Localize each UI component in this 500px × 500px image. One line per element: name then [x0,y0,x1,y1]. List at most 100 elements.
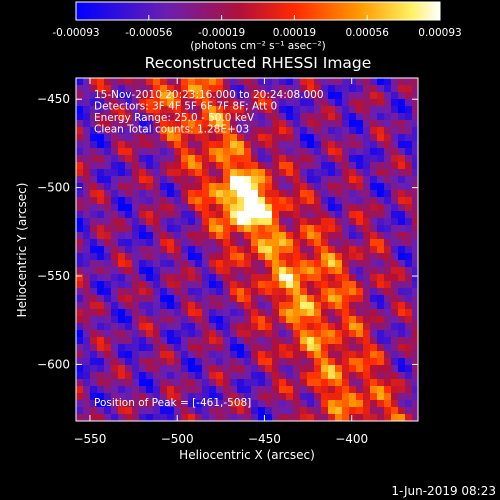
heatmap-cell [223,232,231,240]
heatmap-cell [384,379,392,387]
heatmap-cell [265,141,273,149]
heatmap-cell [118,106,126,114]
heatmap-cell [272,295,280,303]
heatmap-cell [118,190,126,198]
heatmap-cell [90,288,98,296]
heatmap-cell [300,344,308,352]
heatmap-cell [230,99,238,107]
heatmap-cell [104,281,112,289]
heatmap-cell [363,99,371,107]
heatmap-cell [398,155,406,163]
heatmap-cell [90,407,98,415]
heatmap-cell [307,330,315,338]
heatmap-cell [167,169,175,177]
heatmap-cell [405,176,413,184]
heatmap-cell [230,183,238,191]
heatmap-cell [356,176,364,184]
heatmap-cell [251,239,259,247]
heatmap-cell [216,267,224,275]
heatmap-cell [118,288,126,296]
heatmap-cell [293,295,301,303]
heatmap-cell [377,239,385,247]
heatmap-cell [363,106,371,114]
heatmap-cell [391,183,399,191]
heatmap-cell [307,274,315,282]
heatmap-cell [405,253,413,261]
heatmap-cell [153,260,161,268]
heatmap-cell [405,134,413,142]
heatmap-cell [384,78,392,86]
heatmap-cell [286,323,294,331]
heatmap-cell [314,169,322,177]
heatmap-cell [90,78,98,86]
heatmap-cell [321,379,329,387]
heatmap-cell [391,379,399,387]
heatmap-cell [328,204,336,212]
heatmap-cell [230,323,238,331]
heatmap-cell [391,316,399,324]
heatmap-cell [209,393,217,401]
heatmap-cell [300,274,308,282]
heatmap-cell [300,281,308,289]
heatmap-cell [300,323,308,331]
heatmap-cell [251,148,259,156]
heatmap-cell [321,393,329,401]
heatmap-cell [251,246,259,254]
heatmap-cell [363,358,371,366]
heatmap-cell [181,204,189,212]
heatmap-cell [412,393,418,401]
heatmap-cell [265,92,273,100]
heatmap-cell [244,113,252,121]
heatmap-cell [167,267,175,275]
heatmap-cell [111,141,119,149]
heatmap-cell [223,225,231,233]
heatmap-cell [272,162,280,170]
heatmap-cell [118,386,126,394]
heatmap-cell [384,407,392,415]
heatmap-cell [300,211,308,219]
heatmap-cell [174,155,182,163]
heatmap-cell [153,379,161,387]
heatmap-cell [209,225,217,233]
heatmap-cell [349,225,357,233]
x-tick-label: −400 [335,432,368,446]
heatmap-cell [286,113,294,121]
heatmap-cell [216,99,224,107]
heatmap-cell [97,120,105,128]
heatmap-cell [153,372,161,380]
heatmap-cell [202,407,210,415]
heatmap-cell [181,316,189,324]
heatmap-cell [356,232,364,240]
heatmap-cell [265,162,273,170]
heatmap-cell [195,204,203,212]
heatmap-cell [146,288,154,296]
heatmap-cell [265,260,273,268]
heatmap-cell [251,134,259,142]
heatmap-cell [139,260,147,268]
heatmap-cell [97,330,105,338]
heatmap-cell [181,393,189,401]
heatmap-cell [391,309,399,317]
heatmap-cell [97,99,105,107]
heatmap-cell [153,295,161,303]
heatmap-cell [153,365,161,373]
heatmap-cell [398,267,406,275]
heatmap-cell [83,393,91,401]
heatmap-cell [314,218,322,226]
heatmap-cell [111,379,119,387]
heatmap-cell [363,190,371,198]
heatmap-cell [391,218,399,226]
heatmap-cell [293,330,301,338]
heatmap-cell [153,225,161,233]
heatmap-cell [76,204,84,212]
heatmap-cell [342,141,350,149]
heatmap-cell [279,295,287,303]
heatmap-cell [209,316,217,324]
heatmap-cell [139,302,147,310]
heatmap-cell [125,267,133,275]
heatmap-cell [160,316,168,324]
heatmap-cell [125,295,133,303]
heatmap-cell [76,183,84,191]
heatmap-cell [321,218,329,226]
heatmap-cell [398,414,406,421]
